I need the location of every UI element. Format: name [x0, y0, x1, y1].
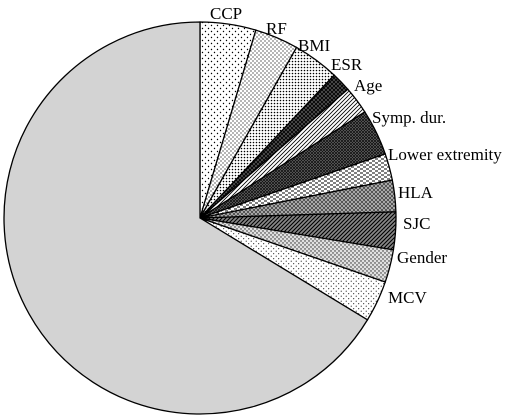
slice-label-esr: ESR — [331, 55, 363, 74]
slice-label-bmi: BMI — [298, 36, 330, 55]
slice-label-ccp: CCP — [210, 4, 242, 23]
slice-label-lower-extremity: Lower extremity — [388, 145, 502, 164]
slice-label-gender: Gender — [397, 248, 447, 267]
pie-slices — [3, 21, 397, 415]
pie-slice-remainder — [3, 21, 369, 415]
slice-label-sjc: SJC — [403, 214, 430, 233]
slice-label-hla: HLA — [398, 183, 434, 202]
slice-label-age: Age — [354, 76, 382, 95]
slice-label-rf: RF — [266, 19, 287, 38]
slice-label-symp-dur: Symp. dur. — [372, 108, 446, 127]
slice-label-mcv: MCV — [388, 288, 427, 307]
